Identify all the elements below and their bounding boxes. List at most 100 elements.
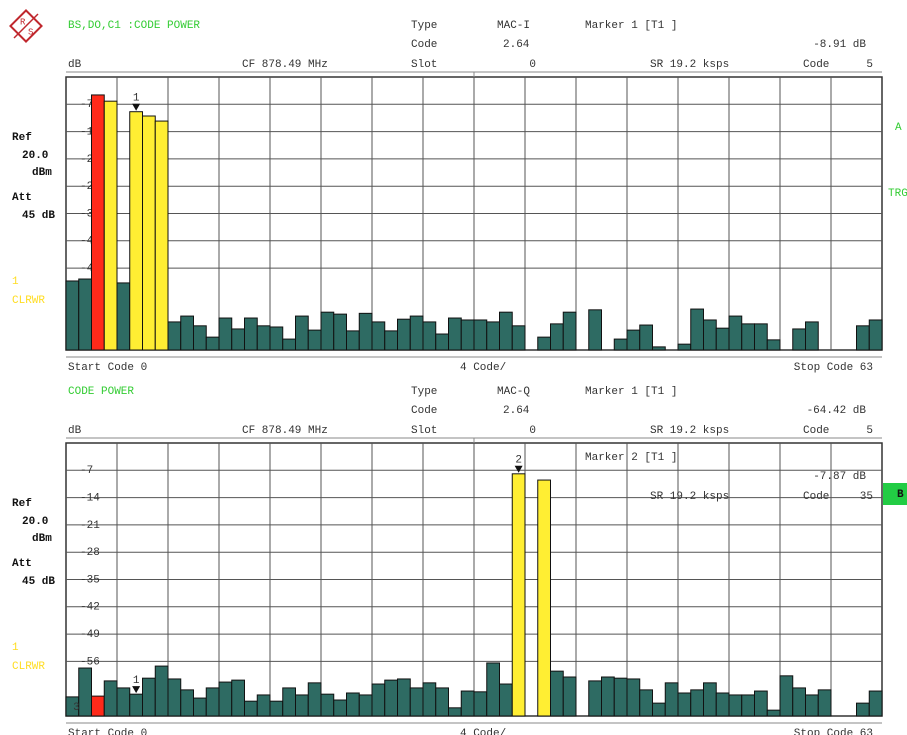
side-ref-level: 20.0 — [22, 150, 48, 162]
marker-code: 5 — [866, 59, 873, 71]
bar — [256, 694, 271, 717]
bar — [231, 679, 245, 717]
bar — [550, 323, 564, 351]
bar — [180, 315, 194, 351]
y-tick-label: -28 — [80, 547, 100, 559]
bar — [205, 336, 220, 351]
chart-title: BS,DO,C1 :CODE POWER — [68, 20, 200, 32]
bar — [499, 683, 513, 717]
marker-triangle — [514, 465, 523, 473]
bar — [537, 336, 551, 351]
marker-label: 3 — [73, 702, 80, 714]
code-label: Code — [411, 39, 437, 51]
footer-stop: Stop Code 63 — [794, 728, 873, 735]
bar — [409, 315, 424, 351]
bar — [142, 677, 156, 717]
y-tick-label: -14 — [80, 493, 100, 505]
code-label: Code — [411, 405, 437, 417]
marker-code: 5 — [866, 425, 873, 437]
bar — [154, 120, 169, 351]
bar — [473, 319, 488, 351]
type-value: MAC-Q — [497, 386, 530, 398]
bar — [448, 317, 462, 351]
bar — [562, 676, 577, 717]
bar — [486, 321, 500, 351]
bar — [868, 690, 883, 717]
bar — [103, 680, 118, 717]
center-frequency: CF 878.49 MHz — [242, 59, 328, 71]
center-frequency: CF 878.49 MHz — [242, 425, 328, 437]
y-tick-label: -49 — [80, 629, 100, 641]
bar — [154, 665, 169, 717]
bar — [384, 330, 398, 351]
bar — [703, 319, 717, 351]
bar — [129, 693, 143, 717]
side-ref-unit: dBm — [32, 533, 52, 545]
y-tick-label: -3 — [80, 208, 93, 220]
bar — [460, 690, 475, 717]
logo: R S — [9, 9, 43, 43]
bar — [588, 309, 602, 351]
footer-start: Start Code 0 — [68, 728, 147, 735]
side-trace: 1 — [12, 642, 19, 654]
slot-value: 0 — [529, 59, 536, 71]
bar — [588, 680, 602, 717]
y-tick-label: -21 — [80, 520, 100, 532]
bar — [792, 687, 806, 717]
y-tick-label: -2 — [80, 181, 93, 193]
marker-box-code: 35 — [860, 491, 873, 503]
bar — [78, 278, 92, 351]
bar — [167, 678, 182, 717]
bar — [307, 682, 322, 717]
side-mode: CLRWR — [12, 661, 45, 673]
type-label: Type — [411, 20, 437, 32]
slot-label: Slot — [411, 425, 437, 437]
bar — [703, 682, 717, 717]
y-tick-label: -7 — [80, 99, 93, 111]
bar — [741, 323, 755, 351]
bar — [511, 325, 526, 351]
bar — [397, 678, 411, 717]
y-tick-label: -56 — [80, 656, 100, 668]
svg-text:R: R — [20, 17, 26, 27]
side-att: Att — [12, 558, 32, 570]
bar — [244, 317, 258, 351]
bar — [715, 327, 730, 351]
unit: dB — [68, 425, 82, 437]
marker-label: 2 — [515, 455, 522, 467]
footer-stop: Stop Code 63 — [794, 362, 873, 374]
type-value: MAC-I — [497, 20, 530, 32]
bar — [562, 311, 577, 351]
marker-value: -8.91 dB — [813, 39, 866, 51]
bar — [346, 692, 360, 717]
slot-label: Slot — [411, 59, 437, 71]
y-tick-label: -2 — [80, 154, 93, 166]
bar — [868, 319, 883, 351]
marker-code-label: Code — [803, 425, 829, 437]
bar — [741, 694, 755, 717]
side-mode: CLRWR — [12, 295, 45, 307]
marker-title: Marker 1 [T1 ] — [585, 20, 677, 32]
bar — [817, 689, 832, 717]
bar — [754, 323, 768, 351]
bar — [282, 687, 296, 717]
bar — [511, 473, 526, 717]
bar — [320, 311, 335, 351]
marker-triangle — [132, 686, 141, 694]
bar — [805, 694, 819, 717]
bar — [728, 315, 743, 351]
bar — [779, 675, 794, 717]
marker-code-label: Code — [803, 59, 829, 71]
bar — [766, 339, 781, 351]
bar — [218, 317, 233, 351]
bar — [307, 329, 322, 351]
bar — [409, 687, 424, 717]
y-tick-label: -1 — [80, 127, 94, 139]
bar — [218, 681, 233, 717]
bar — [193, 697, 207, 717]
bar — [613, 677, 628, 717]
bar — [601, 676, 615, 717]
bar — [167, 321, 182, 351]
status-label: B — [897, 489, 904, 501]
symbol-rate: SR 19.2 ksps — [650, 59, 729, 71]
